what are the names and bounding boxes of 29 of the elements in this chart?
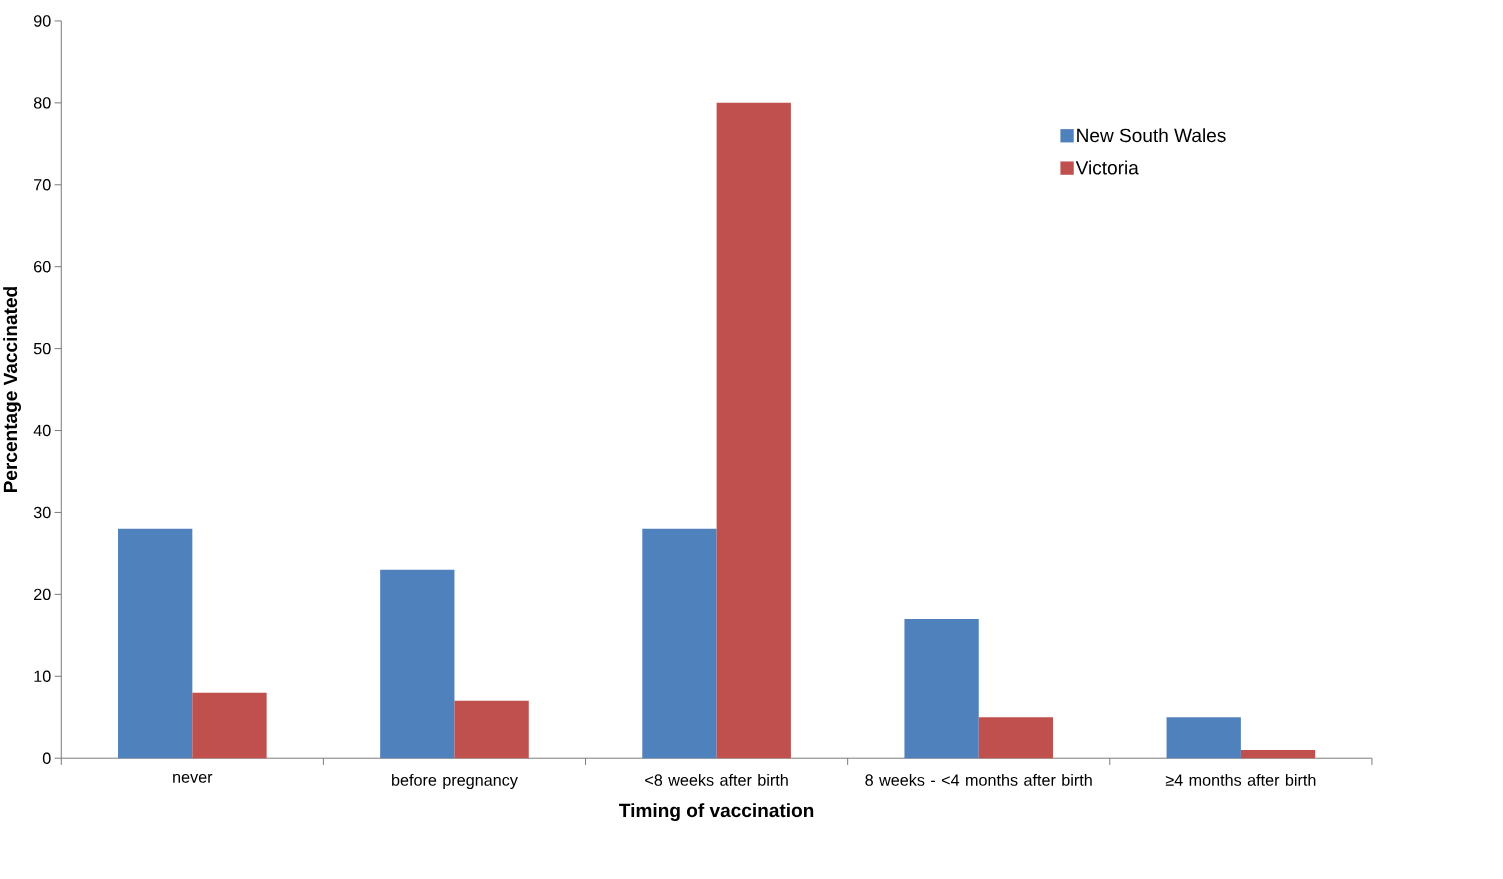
x-tick-label: ≥4 months after birth bbox=[1165, 773, 1316, 786]
bar bbox=[716, 102, 791, 759]
legend-label: Victoria bbox=[1075, 160, 1139, 175]
y-axis-title: Percentage Vaccinated bbox=[3, 286, 21, 492]
bar bbox=[978, 717, 1054, 759]
y-tick-label: 80 bbox=[33, 97, 51, 109]
y-tick-label: 0 bbox=[42, 752, 51, 764]
y-tick-label: 60 bbox=[34, 260, 51, 273]
bar bbox=[380, 569, 455, 759]
x-tick-label: never bbox=[173, 773, 213, 783]
y-tick-label: 20 bbox=[34, 588, 51, 601]
bar bbox=[192, 692, 267, 759]
y-tick-label: 10 bbox=[34, 670, 51, 682]
y-tick-label: 50 bbox=[33, 342, 51, 355]
legend-label: New South Wales bbox=[1077, 128, 1226, 143]
y-tick-label: 30 bbox=[33, 506, 51, 519]
bar bbox=[1166, 717, 1241, 759]
bar bbox=[454, 700, 529, 759]
bar bbox=[904, 618, 979, 759]
bar bbox=[1240, 749, 1316, 759]
bar bbox=[642, 528, 717, 759]
x-tick-label: 8 weeks - <4 months after birth bbox=[865, 773, 1092, 786]
y-tick-label: 40 bbox=[33, 424, 51, 437]
y-tick-label: 90 bbox=[34, 15, 51, 27]
y-tick-label: 70 bbox=[34, 178, 51, 191]
x-tick-label: <8 weeks after birth bbox=[645, 773, 788, 786]
bar bbox=[118, 528, 193, 759]
x-axis-title: Timing of vaccination bbox=[619, 803, 814, 821]
x-tick-label: before pregnancy bbox=[392, 773, 518, 789]
